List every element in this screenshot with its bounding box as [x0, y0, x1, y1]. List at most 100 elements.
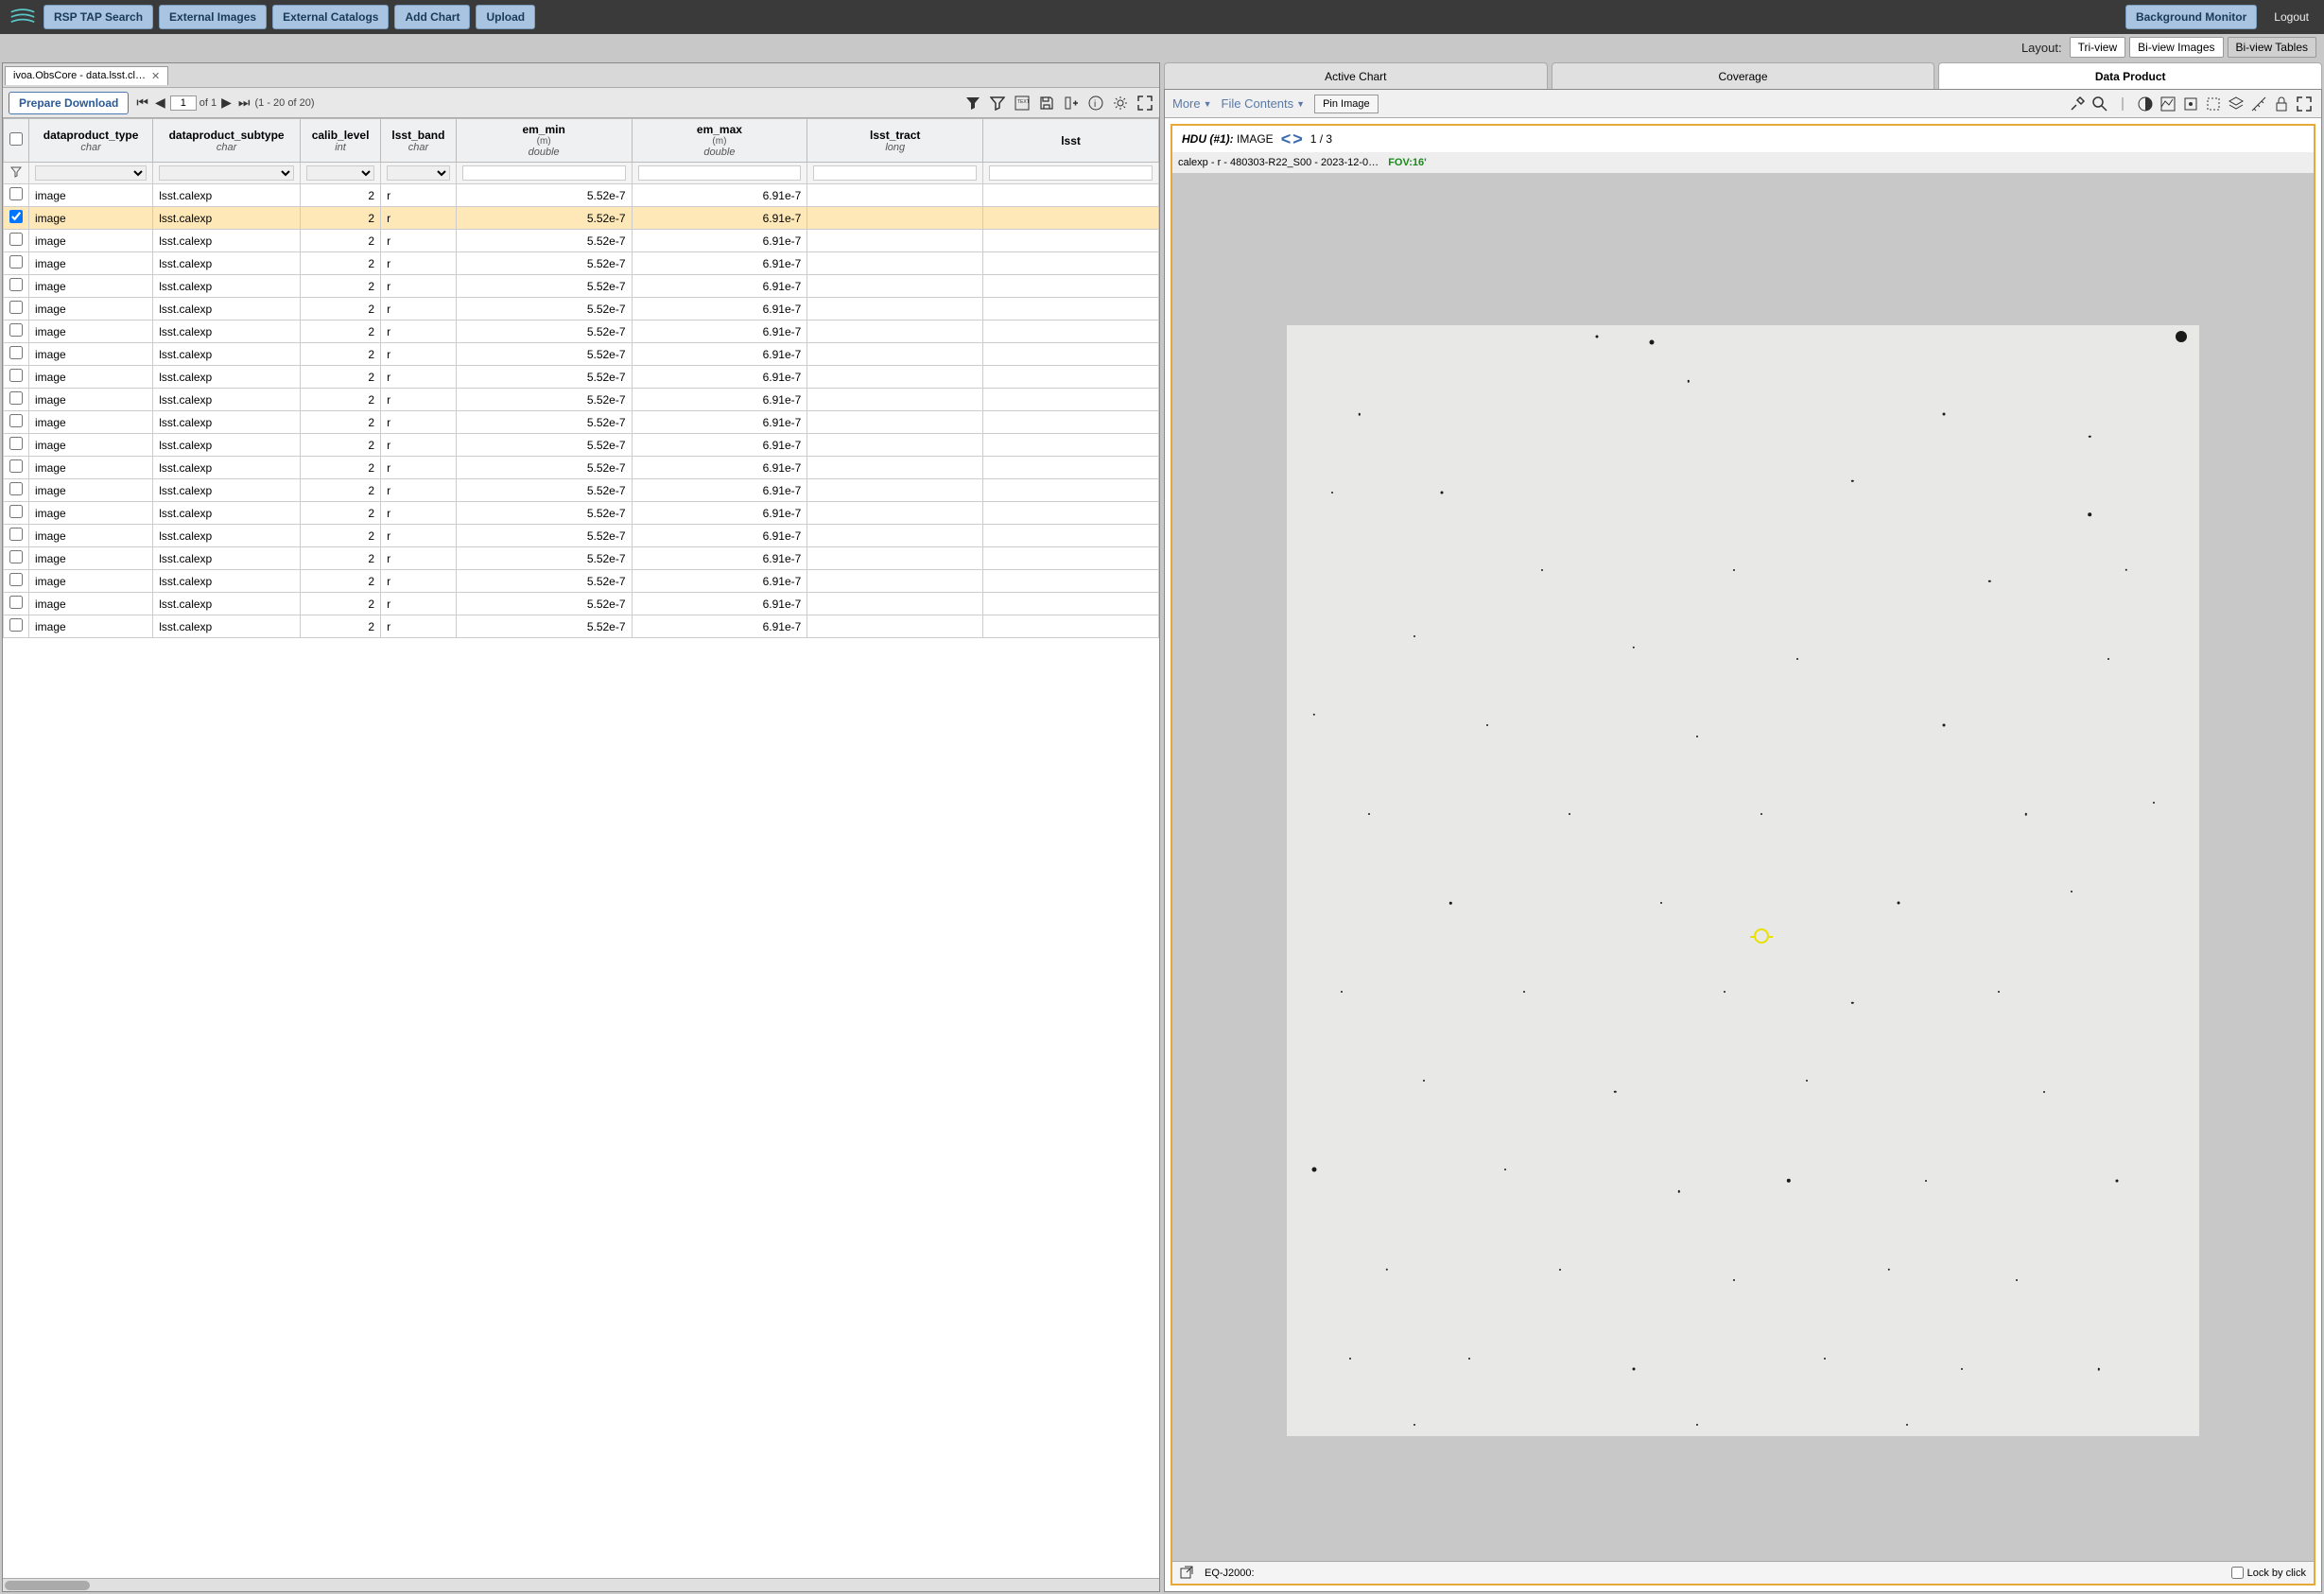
table-row[interactable]: imagelsst.calexp2r5.52e-76.91e-7 — [4, 252, 1159, 275]
prepare-download-button[interactable]: Prepare Download — [9, 92, 129, 114]
table-row[interactable]: imagelsst.calexp2r5.52e-76.91e-7 — [4, 389, 1159, 411]
table-row[interactable]: imagelsst.calexp2r5.52e-76.91e-7 — [4, 411, 1159, 434]
row-checkbox[interactable] — [9, 233, 23, 246]
settings-icon[interactable] — [1112, 95, 1129, 112]
table-row[interactable]: imagelsst.calexp2r5.52e-76.91e-7 — [4, 593, 1159, 615]
row-checkbox[interactable] — [9, 301, 23, 314]
row-checkbox[interactable] — [9, 482, 23, 495]
dist-tool-icon[interactable] — [2249, 95, 2268, 113]
pager-last-icon[interactable]: ⏭ — [236, 95, 252, 111]
row-checkbox[interactable] — [9, 210, 23, 223]
table-row[interactable]: imagelsst.calexp2r5.52e-76.91e-7 — [4, 343, 1159, 366]
nav-external-images[interactable]: External Images — [159, 5, 267, 29]
table-row[interactable]: imagelsst.calexp2r5.52e-76.91e-7 — [4, 547, 1159, 570]
select-all-checkbox[interactable] — [9, 132, 23, 146]
row-checkbox[interactable] — [9, 414, 23, 427]
table-row[interactable]: imagelsst.calexp2r5.52e-76.91e-7 — [4, 275, 1159, 298]
zoom-icon[interactable] — [2090, 95, 2109, 113]
table-row[interactable]: imagelsst.calexp2r5.52e-76.91e-7 — [4, 298, 1159, 321]
layout-bi-view-tables[interactable]: Bi-view Tables — [2228, 37, 2316, 58]
row-checkbox[interactable] — [9, 437, 23, 450]
expand-image-icon[interactable] — [2295, 95, 2314, 113]
col-header-chk[interactable] — [4, 119, 29, 163]
pin-image-button[interactable]: Pin Image — [1314, 95, 1379, 113]
hdu-prev-icon[interactable]: < — [1281, 130, 1292, 149]
nav-upload[interactable]: Upload — [476, 5, 535, 29]
table-row[interactable]: imagelsst.calexp2r5.52e-76.91e-7 — [4, 457, 1159, 479]
info-icon[interactable]: i — [1087, 95, 1104, 112]
lock-icon[interactable] — [2272, 95, 2291, 113]
col-header-lsst_tract[interactable]: lsst_tractlong — [807, 119, 983, 163]
table-row[interactable]: imagelsst.calexp2r5.52e-76.91e-7 — [4, 502, 1159, 525]
select-region-icon[interactable] — [2204, 95, 2223, 113]
nav-external-catalogs[interactable]: External Catalogs — [272, 5, 389, 29]
tools-icon[interactable] — [2068, 95, 2087, 113]
sky-viewport[interactable] — [1172, 173, 2314, 1561]
row-checkbox[interactable] — [9, 391, 23, 405]
lock-checkbox[interactable] — [2231, 1567, 2244, 1579]
layout-tri-view[interactable]: Tri-view — [2070, 37, 2126, 58]
col-header-lsst[interactable]: lsst — [983, 119, 1159, 163]
tab-close-icon[interactable]: ✕ — [151, 70, 160, 82]
more-dropdown[interactable]: More▼ — [1172, 96, 1212, 111]
table-row[interactable]: imagelsst.calexp2r5.52e-76.91e-7 — [4, 230, 1159, 252]
table-hscrollbar[interactable] — [3, 1578, 1159, 1591]
row-checkbox[interactable] — [9, 459, 23, 473]
col-header-calib_level[interactable]: calib_levelint — [301, 119, 381, 163]
table-row[interactable]: imagelsst.calexp2r5.52e-76.91e-7 — [4, 615, 1159, 638]
row-checkbox[interactable] — [9, 323, 23, 337]
col-header-em_min[interactable]: em_min(m)double — [456, 119, 632, 163]
filter-lsst_tract[interactable] — [813, 165, 977, 181]
add-column-icon[interactable] — [1063, 95, 1080, 112]
table-row[interactable]: imagelsst.calexp2r5.52e-76.91e-7 — [4, 479, 1159, 502]
file-contents-dropdown[interactable]: File Contents▼ — [1222, 96, 1306, 111]
table-row[interactable]: imagelsst.calexp2r5.52e-76.91e-7 — [4, 366, 1159, 389]
pager-prev-icon[interactable]: ◀ — [153, 95, 167, 111]
filter-icon[interactable] — [989, 95, 1006, 112]
row-checkbox[interactable] — [9, 596, 23, 609]
row-checkbox[interactable] — [9, 505, 23, 518]
table-row[interactable]: imagelsst.calexp2r5.52e-76.91e-7 — [4, 434, 1159, 457]
col-header-dataproduct_type[interactable]: dataproduct_typechar — [29, 119, 153, 163]
row-checkbox[interactable] — [9, 255, 23, 269]
filter-dataproduct_type[interactable] — [35, 165, 147, 181]
layout-bi-view-images[interactable]: Bi-view Images — [2129, 37, 2223, 58]
col-header-em_max[interactable]: em_max(m)double — [632, 119, 807, 163]
row-checkbox[interactable] — [9, 187, 23, 200]
color-icon[interactable] — [2136, 95, 2155, 113]
layers-icon[interactable] — [2227, 95, 2246, 113]
filter-em_max[interactable] — [638, 165, 802, 181]
filter-lsst_band[interactable] — [387, 165, 450, 181]
text-view-icon[interactable]: TEXT — [1014, 95, 1031, 112]
tab-data-product[interactable]: Data Product — [1938, 62, 2322, 89]
filter-funnel-icon[interactable] — [9, 166, 23, 180]
popout-icon[interactable] — [1180, 1566, 1195, 1581]
tab-active-chart[interactable]: Active Chart — [1164, 62, 1548, 89]
table-scroll-area[interactable]: dataproduct_typechardataproduct_subtypec… — [3, 118, 1159, 1578]
row-checkbox[interactable] — [9, 278, 23, 291]
row-checkbox[interactable] — [9, 573, 23, 586]
save-icon[interactable] — [1038, 95, 1055, 112]
row-checkbox[interactable] — [9, 550, 23, 563]
table-tab[interactable]: ivoa.ObsCore - data.lsst.cl… ✕ — [5, 66, 168, 85]
row-checkbox[interactable] — [9, 346, 23, 359]
logout-link[interactable]: Logout — [2274, 10, 2309, 24]
pager-page-input[interactable] — [170, 95, 197, 111]
nav-background-monitor[interactable]: Background Monitor — [2125, 5, 2257, 29]
filter-dataproduct_subtype[interactable] — [159, 165, 294, 181]
nav-add-chart[interactable]: Add Chart — [394, 5, 470, 29]
filter-toggle-icon[interactable] — [964, 95, 981, 112]
table-row[interactable]: imagelsst.calexp2r5.52e-76.91e-7 — [4, 570, 1159, 593]
col-header-lsst_band[interactable]: lsst_bandchar — [381, 119, 457, 163]
expand-icon[interactable] — [1136, 95, 1153, 112]
filter-em_min[interactable] — [462, 165, 626, 181]
row-checkbox[interactable] — [9, 618, 23, 632]
table-row[interactable]: imagelsst.calexp2r5.52e-76.91e-7 — [4, 321, 1159, 343]
col-header-dataproduct_subtype[interactable]: dataproduct_subtypechar — [153, 119, 301, 163]
pager-first-icon[interactable]: ⏮ — [134, 95, 150, 111]
recenter-icon[interactable] — [2181, 95, 2200, 113]
table-row[interactable]: imagelsst.calexp2r5.52e-76.91e-7 — [4, 525, 1159, 547]
nav-rsp-tap-search[interactable]: RSP TAP Search — [43, 5, 153, 29]
stretch-icon[interactable] — [2159, 95, 2177, 113]
pager-next-icon[interactable]: ▶ — [219, 95, 234, 111]
